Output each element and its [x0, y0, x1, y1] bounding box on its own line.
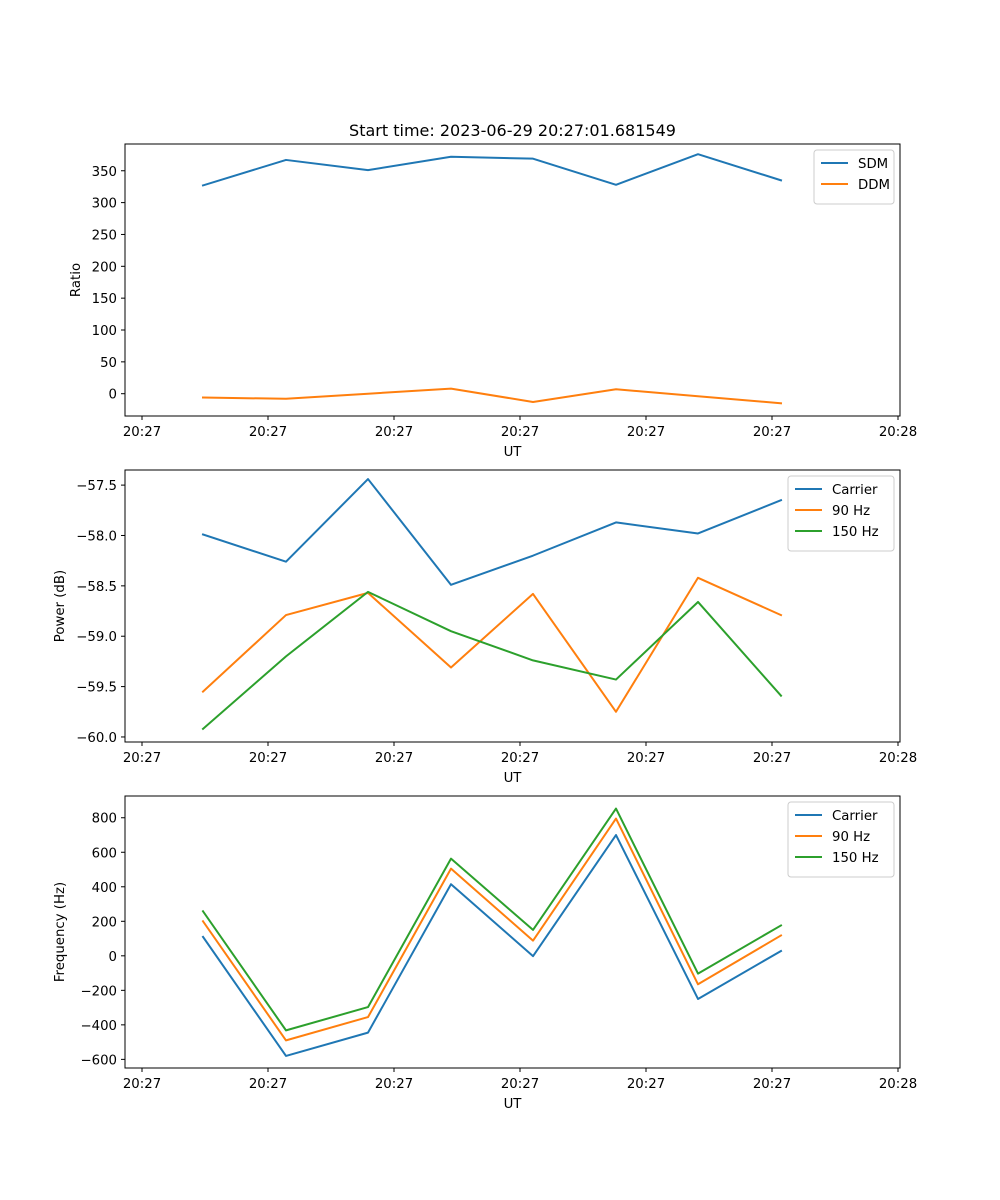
axes-frame [124, 469, 901, 743]
legend-box [787, 801, 895, 878]
x-tick-label: 20:28 [879, 751, 917, 766]
series-line-90-hz [201, 576, 783, 713]
y-tick-label: 0 [109, 388, 117, 403]
y-tick-label: 600 [92, 846, 117, 861]
legend-label: SDM [858, 157, 888, 172]
y-axis-label: Ratio [69, 263, 84, 297]
legend-label: 90 Hz [832, 504, 870, 519]
y-tick-label: 400 [92, 881, 117, 896]
x-tick-label: 20:27 [375, 1077, 413, 1092]
legend: Carrier 90 Hz 150 Hz [787, 475, 895, 552]
x-tick-label: 20:27 [123, 425, 161, 440]
x-tick-label: 20:28 [879, 1077, 917, 1092]
x-tick-label: 20:27 [627, 1077, 665, 1092]
x-tick-label: 20:27 [123, 751, 161, 766]
legend-box [787, 475, 895, 552]
y-tick-label: 150 [92, 292, 117, 307]
y-tick-label: 300 [92, 197, 117, 212]
axes-frame [124, 795, 901, 1069]
y-tick-label: −200 [80, 984, 117, 999]
x-axis-label: UT [504, 445, 523, 460]
x-tick-label: 20:27 [375, 751, 413, 766]
y-tick-label: −59.5 [76, 681, 117, 696]
y-tick-label: −400 [80, 1019, 117, 1034]
y-tick-label: 350 [92, 165, 117, 180]
chart-panel-1: 20:27 20:27 20:27 20:27 20:27 20:27 20:28 0 50 10… [69, 143, 917, 460]
chart-panel-3: 20:27 20:27 20:27 20:27 20:27 20:27 20:28 −600 −… [53, 795, 917, 1112]
y-tick-label: 200 [92, 915, 117, 930]
chart-title: Start time: 2023-06-29 20:27:01.681549 [349, 121, 676, 140]
x-tick-label: 20:27 [753, 751, 791, 766]
x-tick-label: 20:27 [501, 751, 539, 766]
legend-label: 150 Hz [832, 851, 879, 866]
y-tick-label: 800 [92, 812, 117, 827]
y-tick-label: −59.0 [76, 630, 117, 645]
legend-label: 90 Hz [832, 830, 870, 845]
x-tick-label: 20:27 [249, 751, 287, 766]
y-tick-label: −60.0 [76, 731, 117, 746]
x-tick-label: 20:27 [627, 425, 665, 440]
x-tick-label: 20:27 [501, 1077, 539, 1092]
legend: Carrier 90 Hz 150 Hz [787, 801, 895, 878]
series-line-150-hz [201, 590, 783, 731]
legend-label: Carrier [832, 809, 878, 824]
x-tick-label: 20:27 [753, 1077, 791, 1092]
x-tick-label: 20:28 [879, 425, 917, 440]
y-tick-label: −58.0 [76, 529, 117, 544]
x-tick-label: 20:27 [249, 1077, 287, 1092]
x-tick-label: 20:27 [501, 425, 539, 440]
legend: SDM DDM [813, 149, 895, 205]
y-axis-label: Power (dB) [53, 570, 68, 642]
y-tick-label: 200 [92, 260, 117, 275]
y-tick-label: 0 [109, 950, 117, 965]
series-line-carrier [201, 478, 783, 586]
x-tick-label: 20:27 [249, 425, 287, 440]
legend-label: DDM [858, 178, 890, 193]
legend-label: 150 Hz [832, 525, 879, 540]
series-line-150-hz [201, 807, 783, 1032]
y-axis-label: Frequency (Hz) [53, 882, 68, 982]
legend-label: Carrier [832, 483, 878, 498]
axes-frame [124, 143, 901, 417]
y-tick-label: −57.5 [76, 479, 117, 494]
chart-panel-2: 20:27 20:27 20:27 20:27 20:27 20:27 20:28 −60.0… [53, 469, 917, 786]
x-tick-label: 20:27 [753, 425, 791, 440]
series-line-sdm [201, 153, 783, 187]
series-line-90-hz [201, 817, 783, 1042]
series-line-carrier [201, 834, 783, 1057]
x-tick-label: 20:27 [627, 751, 665, 766]
y-tick-label: −58.5 [76, 580, 117, 595]
y-tick-label: −600 [80, 1053, 117, 1068]
x-tick-label: 20:27 [123, 1077, 161, 1092]
y-tick-label: 100 [92, 324, 117, 339]
series-line-ddm [201, 387, 783, 405]
x-axis-label: UT [504, 1097, 523, 1112]
x-axis-label: UT [504, 771, 523, 786]
x-tick-label: 20:27 [375, 425, 413, 440]
y-tick-label: 50 [100, 356, 117, 371]
chart-panels: 20:27 20:27 20:27 20:27 20:27 20:27 20:28 0 50 10… [53, 143, 917, 1112]
y-tick-label: 250 [92, 228, 117, 243]
